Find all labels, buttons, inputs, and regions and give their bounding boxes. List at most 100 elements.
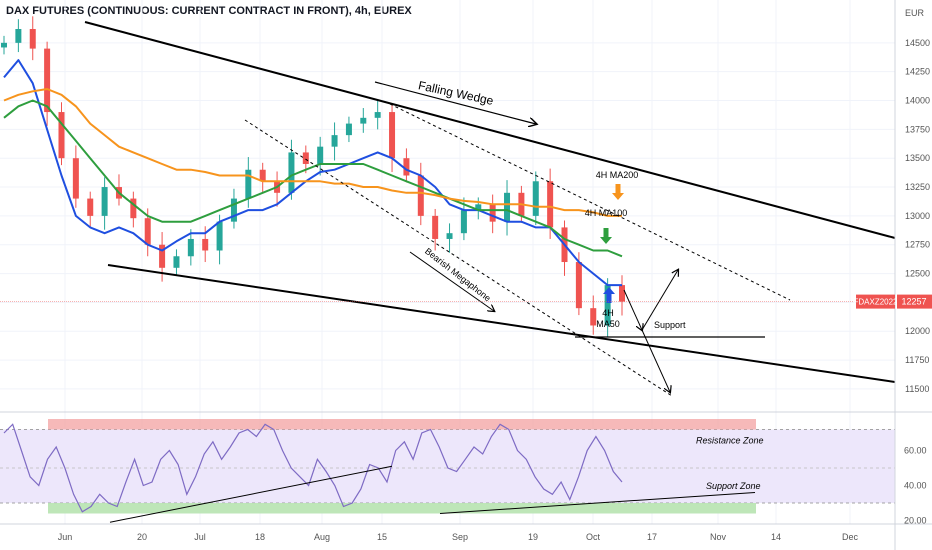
projection-break-arrow	[641, 329, 670, 392]
x-tick-label: 20	[137, 532, 147, 542]
candle-body	[302, 152, 309, 164]
candle-body	[432, 215, 439, 239]
candle-body	[460, 210, 467, 234]
x-tick-label: Nov	[710, 532, 727, 542]
y-tick-label: 13500	[905, 153, 930, 163]
rsi-line	[3, 423, 623, 513]
x-tick-label: Oct	[586, 532, 601, 542]
support-label: Support	[654, 320, 686, 330]
candle-body	[29, 28, 36, 49]
rsi-y-tick-label: 60.00	[904, 446, 927, 456]
candle-body	[130, 198, 137, 219]
y-tick-label: 13750	[905, 124, 930, 134]
rsi-trendline-1	[109, 465, 393, 523]
ma50-label-line1: 4H	[602, 308, 614, 318]
ma200-arrow	[612, 184, 624, 200]
candle-body	[389, 112, 396, 159]
candle-body	[144, 218, 151, 245]
currency-label: EUR	[905, 8, 925, 18]
chart-title: DAX FUTURES (CONTINUOUS: CURRENT CONTRAC…	[6, 5, 412, 17]
x-tick-label: Jul	[194, 532, 206, 542]
bearish-megaphone-label: Bearish Megaphone	[423, 246, 493, 303]
candle-body	[575, 262, 582, 309]
rsi-pane: Resistance Zone Support Zone	[3, 423, 764, 523]
megaphone-upper-line	[389, 103, 791, 301]
x-tick-label: Jun	[58, 532, 73, 542]
y-tick-label: 14250	[905, 67, 930, 77]
x-tick-label: 15	[377, 532, 387, 542]
candle-body	[489, 204, 496, 222]
support-zone-label: Support Zone	[706, 481, 761, 491]
candle-body	[1, 42, 7, 48]
resistance-zone-label: Resistance Zone	[696, 436, 764, 446]
price-tag	[897, 294, 932, 309]
megaphone-lower-line	[244, 119, 673, 397]
candle-body	[216, 221, 223, 251]
candle-body	[403, 158, 410, 176]
candle-body	[101, 187, 108, 216]
candle-body	[72, 158, 79, 199]
ma-line	[3, 99, 623, 258]
price-candles	[1, 16, 625, 338]
y-tick-label: 13000	[905, 211, 930, 221]
y-tick-label: 12750	[905, 240, 930, 250]
candle-body	[547, 181, 554, 228]
rsi-y-tick-label: 40.00	[904, 481, 927, 491]
y-tick-label: 13250	[905, 182, 930, 192]
y-tick-label: 14500	[905, 38, 930, 48]
candle-body	[187, 238, 194, 257]
falling-wedge-upper-line	[84, 21, 896, 239]
x-tick-label: Dec	[842, 532, 859, 542]
ma-line	[3, 59, 622, 287]
candle-body	[345, 123, 352, 136]
ma50-arrow	[603, 287, 615, 303]
falling-wedge-arrow	[374, 81, 536, 124]
moving-averages	[3, 59, 623, 287]
x-tick-label: 18	[255, 532, 265, 542]
rsi-y-tick-label: 20.00	[904, 516, 927, 526]
candle-body	[259, 169, 266, 182]
candle-body	[360, 117, 367, 124]
candle-body	[44, 48, 51, 113]
candle-body	[202, 238, 209, 251]
x-tick-label: Aug	[314, 532, 330, 542]
support-zone	[48, 503, 756, 514]
projection-down-arrow	[623, 289, 642, 330]
candle-body	[230, 198, 237, 222]
y-tick-label: 11750	[905, 355, 929, 365]
x-tick-label: 14	[771, 532, 781, 542]
symbol-tag	[856, 294, 895, 309]
resistance-zone	[48, 419, 756, 430]
x-tick-label: 17	[647, 532, 657, 542]
projection-up-arrow	[641, 270, 678, 331]
y-tick-label: 12000	[905, 326, 930, 336]
candle-body	[288, 152, 295, 193]
y-tick-label: 14000	[905, 96, 930, 106]
candle-body	[619, 285, 625, 302]
candle-body	[317, 146, 324, 164]
ma50-label-line2: MA50	[596, 319, 620, 329]
candle-body	[504, 192, 511, 222]
symbol-tag-label: FDAXZ2022	[853, 298, 898, 307]
candle-body	[475, 204, 482, 211]
trendlines	[84, 21, 896, 397]
candle-body	[58, 112, 65, 159]
candle-body	[532, 181, 539, 216]
ma100-arrow	[600, 228, 612, 244]
candle-body	[590, 308, 597, 326]
candle-body	[173, 256, 180, 268]
candle-body	[159, 244, 166, 268]
candle-body	[15, 28, 22, 43]
candle-body	[331, 135, 338, 147]
candle-body	[87, 198, 94, 216]
candle-body	[446, 233, 453, 239]
ma200-label: 4H MA200	[596, 170, 639, 180]
candle-body	[374, 112, 381, 118]
candle-body	[245, 169, 252, 199]
y-tick-label: 12500	[905, 269, 930, 279]
price-tag-label: 12257	[901, 297, 926, 307]
x-tick-label: Sep	[452, 532, 468, 542]
ma-line	[3, 88, 622, 217]
